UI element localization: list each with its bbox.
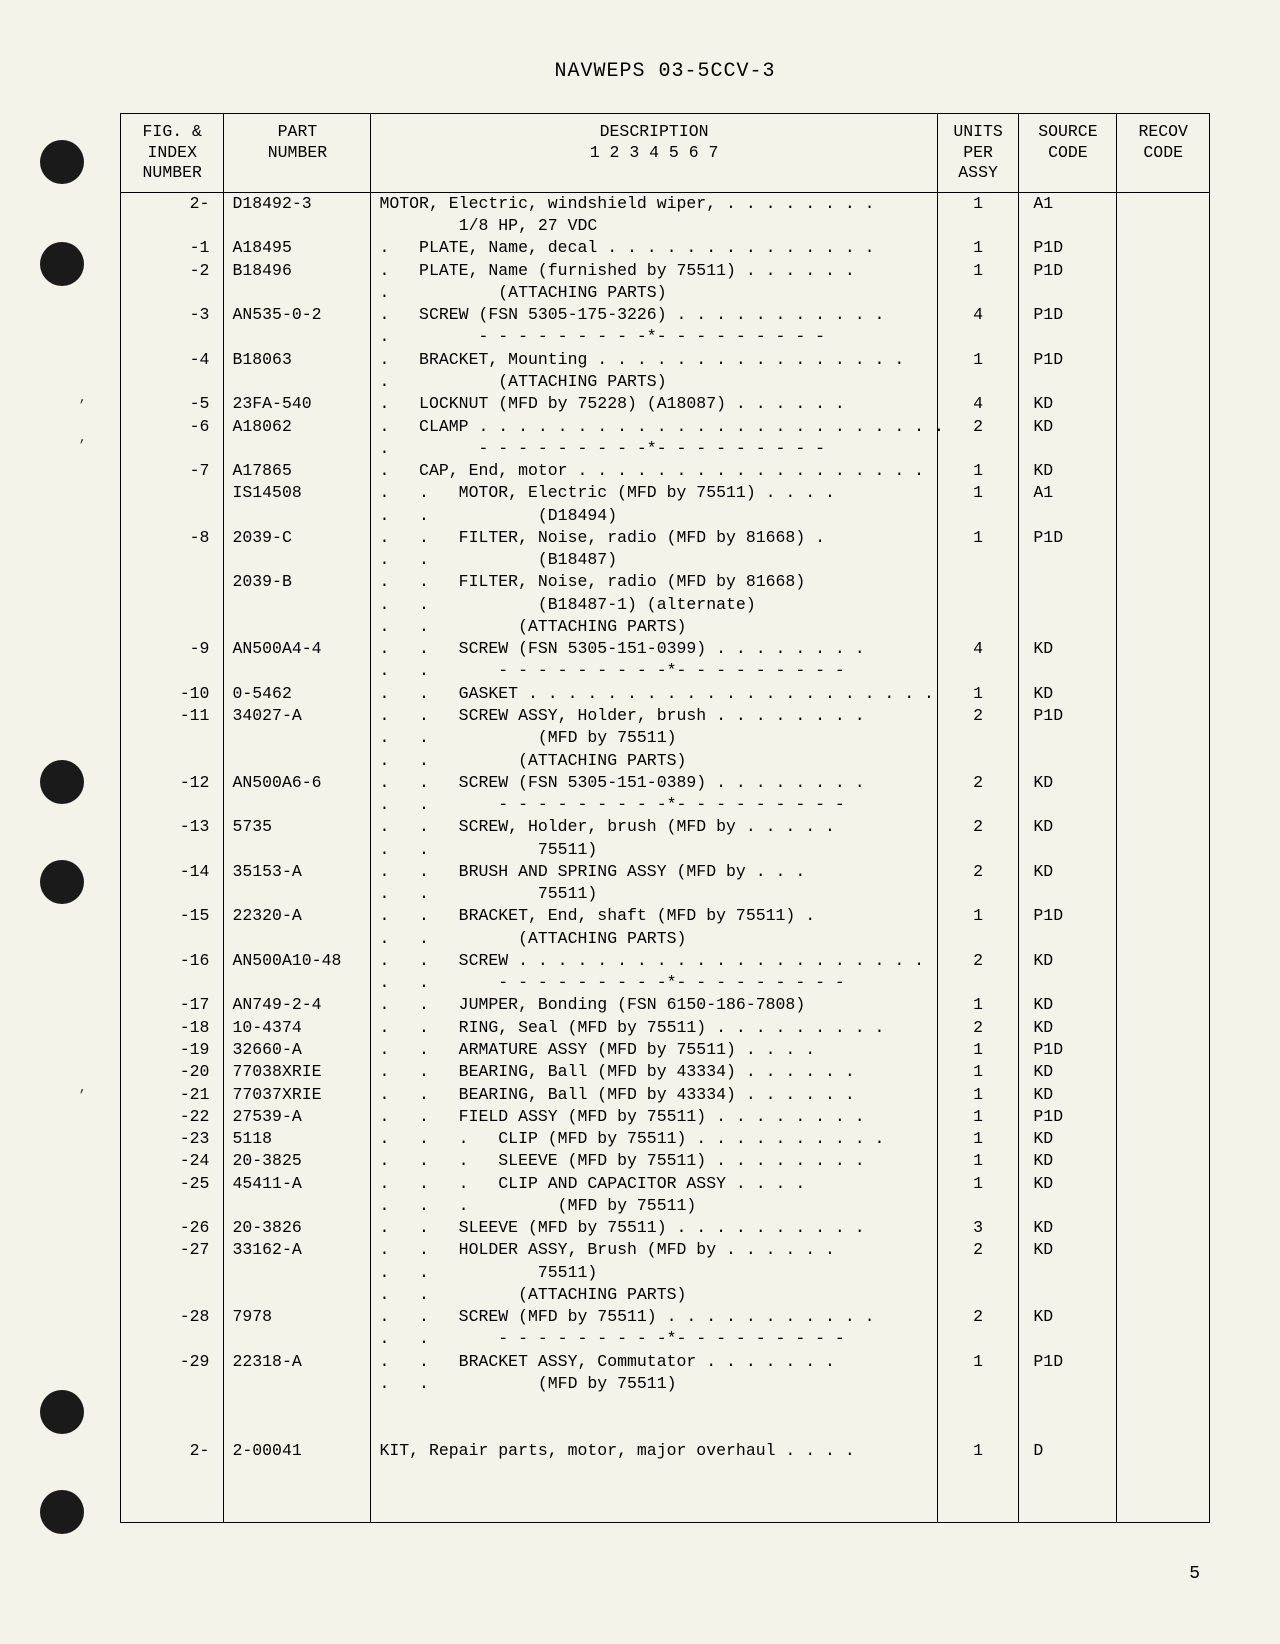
col-desc: MOTOR, Electric, windshield wiper, . . .…	[371, 192, 937, 1522]
margin-mark: ‚	[78, 1080, 86, 1096]
document-header: NAVWEPS 03-5CCV-3	[120, 60, 1210, 83]
parts-table: FIG. &INDEXNUMBER PARTNUMBER DESCRIPTION…	[120, 113, 1210, 1523]
col-header-recov: RECOVCODE	[1117, 114, 1210, 193]
margin-mark: ‚	[78, 390, 86, 406]
col-units: 1 1 1 4 1 4 2 1 1 1 4 1 2 2 2 2 1 2 1 2 …	[937, 192, 1019, 1522]
punch-hole	[40, 860, 84, 904]
header-row: FIG. &INDEXNUMBER PARTNUMBER DESCRIPTION…	[121, 114, 1210, 193]
punch-hole	[40, 1390, 84, 1434]
punch-hole	[40, 140, 84, 184]
col-part: D18492-3 A18495 B18496 AN535-0-2 B18063 …	[224, 192, 371, 1522]
page: ‚ ‚ ‚ NAVWEPS 03-5CCV-3 FIG. &INDEXNUMBER …	[0, 0, 1280, 1644]
col-source: A1 P1D P1D P1D P1D KD KD KD A1 P1D KD KD…	[1019, 192, 1117, 1522]
col-header-fig: FIG. &INDEXNUMBER	[121, 114, 224, 193]
punch-hole	[40, 242, 84, 286]
margin-mark: ‚	[78, 430, 86, 446]
body-row: 2- -1 -2 -3 -4 -5 -6 -7 -8 -9 -10 -11 -1…	[121, 192, 1210, 1522]
punch-hole	[40, 760, 84, 804]
col-recov	[1117, 192, 1210, 1522]
page-number: 5	[1189, 1564, 1200, 1584]
punch-hole	[40, 1490, 84, 1534]
col-header-source: SOURCECODE	[1019, 114, 1117, 193]
col-header-desc: DESCRIPTION 1 2 3 4 5 6 7	[371, 114, 937, 193]
col-fig: 2- -1 -2 -3 -4 -5 -6 -7 -8 -9 -10 -11 -1…	[121, 192, 224, 1522]
col-header-units: UNITSPERASSY	[937, 114, 1019, 193]
col-header-part: PARTNUMBER	[224, 114, 371, 193]
